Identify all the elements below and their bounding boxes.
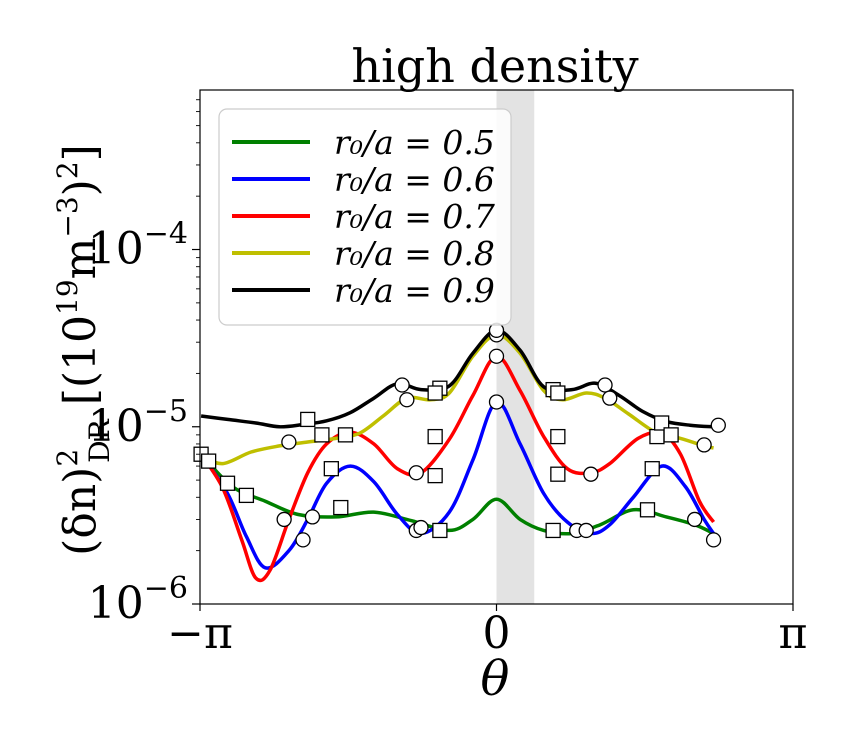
circle-marker <box>705 532 722 548</box>
circle-marker <box>696 437 712 453</box>
legend: r₀/a = 0.5r₀/a = 0.6r₀/a = 0.7r₀/a = 0.8… <box>218 108 512 326</box>
square-marker <box>300 411 316 428</box>
square-marker <box>219 475 236 491</box>
series-line-5 <box>200 328 724 429</box>
circle-marker <box>597 377 613 393</box>
ylabel-units-sup2: −3 <box>51 196 84 237</box>
circle-marker <box>399 392 415 408</box>
x-tick-label: 0 <box>483 608 511 659</box>
square-marker <box>649 428 665 445</box>
circle-marker <box>295 532 311 548</box>
ylabel-units-sup1: 19 <box>51 279 84 315</box>
circle-marker <box>408 465 424 481</box>
legend-label-5: r₀/a = 0.9 <box>334 271 495 310</box>
square-marker <box>550 385 566 401</box>
ylabel-units-sup3: 2 <box>51 161 84 179</box>
marker-layer <box>193 322 726 548</box>
circle-marker <box>602 390 618 406</box>
square-marker <box>550 428 566 445</box>
square-marker <box>427 428 443 445</box>
square-marker <box>644 461 660 477</box>
circle-marker <box>488 394 505 410</box>
circle-marker <box>276 511 292 528</box>
legend-label-4: r₀/a = 0.8 <box>334 234 495 273</box>
series-line-4 <box>200 333 714 466</box>
y-tick-label: 10−4 <box>88 217 188 275</box>
y-tick-layer: 10−6 10−5 10−4 <box>88 99 200 629</box>
square-marker <box>314 427 330 443</box>
ylabel-units-mid: m <box>55 238 106 280</box>
square-marker <box>323 461 339 477</box>
square-marker <box>427 385 443 401</box>
x-axis-label: θ <box>481 651 510 707</box>
square-marker <box>654 415 670 431</box>
square-marker <box>333 499 349 516</box>
circle-marker <box>687 511 703 528</box>
ylabel-units-close: ) <box>55 179 106 196</box>
series-line-3 <box>199 354 716 583</box>
square-marker <box>200 453 217 469</box>
x-tick-layer: −π 0 π <box>167 604 807 659</box>
circle-marker <box>578 522 594 539</box>
circle-marker <box>281 434 297 450</box>
legend-label-1: r₀/a = 0.5 <box>334 123 495 162</box>
legend-label-3: r₀/a = 0.7 <box>334 197 495 236</box>
series-line-2 <box>199 400 716 570</box>
ylabel-sub: DR <box>83 418 116 462</box>
square-marker <box>663 427 679 443</box>
square-marker <box>427 467 443 484</box>
square-marker <box>639 502 656 518</box>
legend-box <box>218 108 512 326</box>
y-axis-label: (δn)2DR [(1019m−3)2] <box>51 144 116 556</box>
square-marker <box>337 427 354 443</box>
circle-marker <box>583 466 599 482</box>
legend-items: r₀/a = 0.5r₀/a = 0.6r₀/a = 0.7r₀/a = 0.8… <box>232 123 495 310</box>
circle-marker <box>394 377 410 393</box>
series-layer <box>199 328 724 583</box>
chart-title: high density <box>351 39 638 93</box>
square-marker <box>545 522 561 539</box>
square-marker <box>550 466 566 482</box>
y-tick-label: 10−6 <box>88 571 188 629</box>
square-marker <box>238 487 255 504</box>
ylabel-units-end: ] <box>55 144 106 161</box>
legend-label-2: r₀/a = 0.6 <box>334 160 495 199</box>
x-tick-label: −π <box>167 608 233 659</box>
x-tick-label: π <box>779 608 808 659</box>
circle-marker <box>710 417 726 433</box>
circle-marker <box>488 348 505 364</box>
ylabel-sup: 2 <box>51 449 84 467</box>
svg-text:(δn)2DR [(1019m−3)2]: (δn)2DR [(1019m−3)2] <box>51 144 116 556</box>
series-line-1 <box>199 452 715 536</box>
ylabel-base: (δn) <box>55 467 106 556</box>
circle-marker <box>304 509 321 525</box>
y-tick-label: 10−5 <box>88 394 188 452</box>
square-marker <box>432 522 448 539</box>
circle-marker <box>413 519 429 536</box>
ylabel-units-open: [(10 <box>55 315 106 419</box>
